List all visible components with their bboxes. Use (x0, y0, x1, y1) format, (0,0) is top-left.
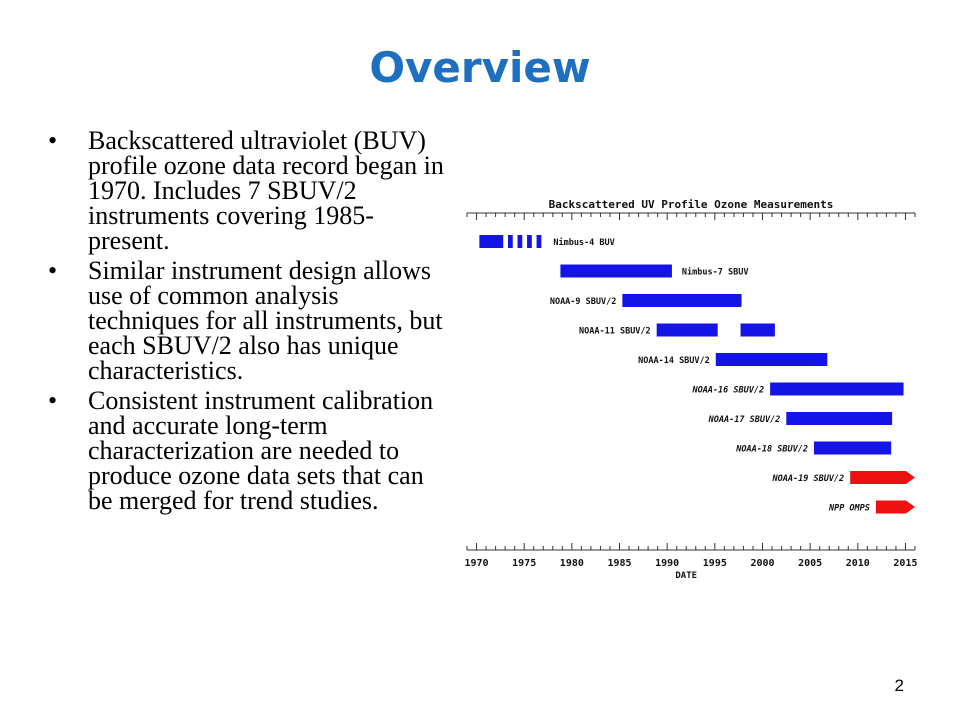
instrument-label: Nimbus-4 BUV (553, 237, 614, 248)
tick-label: 1970 (464, 558, 488, 569)
tick-label: 1980 (560, 558, 584, 569)
bullet-text: Consistent instrument calibration and ac… (88, 386, 434, 515)
page-number: 2 (894, 676, 904, 695)
instrument-bar (536, 235, 542, 248)
tick-label: 2000 (750, 558, 774, 569)
instrument-label: NOAA-17 SBUV/2 (708, 415, 781, 425)
bullet-icon: • (48, 126, 58, 155)
tick-label: 2010 (846, 558, 870, 569)
tick-label: 2015 (893, 558, 917, 569)
slide-title: Overview (369, 43, 591, 92)
instrument-bar (740, 323, 775, 337)
instrument-label: NOAA-9 SBUV/2 (550, 297, 617, 307)
timeline-chart: Backscattered UV Profile Ozone Measureme… (455, 188, 935, 588)
instrument-bar (786, 412, 893, 425)
bullet-list: • Backscattered ultraviolet (BUV) profil… (48, 128, 448, 518)
instrument-label: NOAA-16 SBUV/2 (691, 386, 764, 396)
chart-title: Backscattered UV Profile Ozone Measureme… (549, 198, 834, 211)
instrument-label: NOAA-19 SBUV/2 (772, 474, 845, 484)
bullet-item: • Similar instrument design allows use o… (48, 256, 448, 385)
tick-label: 1975 (512, 558, 536, 569)
bullet-item: • Backscattered ultraviolet (BUV) profil… (48, 126, 448, 255)
instrument-bar (875, 500, 915, 514)
tick-label: 1985 (607, 558, 631, 569)
instrument-bar (656, 323, 718, 337)
instrument-bar (517, 235, 523, 248)
instrument-bar (850, 471, 915, 484)
instrument-bar (527, 235, 532, 248)
bullet-text: Backscattered ultraviolet (BUV) profile … (88, 126, 444, 255)
instrument-label: NOAA-11 SBUV/2 (579, 327, 651, 337)
instrument-label: NOAA-14 SBUV/2 (638, 356, 710, 366)
x-axis-label: DATE (675, 571, 697, 581)
timeline-chart-svg: Backscattered UV Profile Ozone Measureme… (464, 198, 917, 581)
instrument-bar (770, 382, 904, 396)
instrument-bar (507, 235, 513, 248)
bullet-item: • Consistent instrument calibration and … (48, 386, 448, 515)
instrument-bar (813, 441, 892, 455)
instrument-bar (622, 294, 742, 307)
instrument-bar (715, 353, 828, 366)
instrument-bar (479, 235, 504, 248)
instrument-label: Nimbus-7 SBUV (682, 267, 749, 278)
instrument-label: NPP OMPS (828, 504, 870, 514)
instrument-label: NOAA-18 SBUV/2 (735, 445, 808, 455)
bullet-text: Similar instrument design allows use of … (88, 256, 443, 385)
tick-label: 2005 (798, 558, 822, 569)
tick-label: 1995 (703, 558, 727, 569)
tick-label: 1990 (655, 558, 679, 569)
instrument-bar (560, 264, 672, 278)
bullet-icon: • (48, 256, 58, 285)
bullet-icon: • (48, 386, 58, 415)
